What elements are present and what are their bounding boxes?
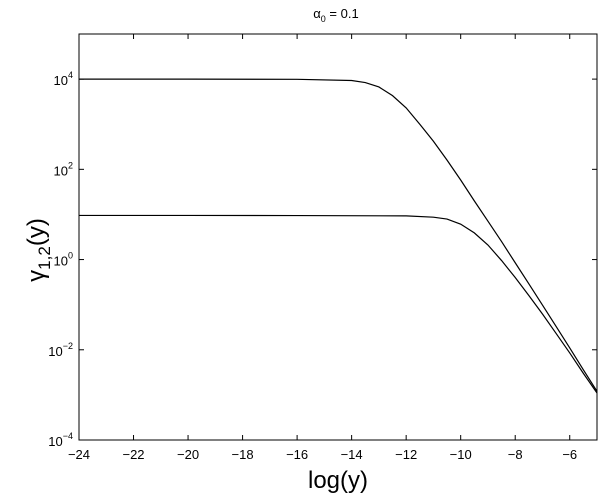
x-axis-label: log(y) [308,467,368,494]
y-axis-label-greek: γ [23,270,50,282]
x-tick-label: −16 [286,447,308,462]
x-tick-label: −18 [232,447,254,462]
y-tick-base: 10 [54,163,68,178]
y-tick-exponent: 4 [68,70,73,80]
y-tick-base: 10 [54,254,68,269]
series-layer [79,78,598,394]
y-tick-exponent: 2 [68,160,73,170]
series-line-2 [79,214,598,394]
x-tick-label: −22 [122,447,144,462]
y-tick-exponent: −2 [63,341,73,351]
chart-title-sub: 0 [321,14,326,24]
y-axis-label-rest: (y) [23,218,50,246]
chart-title-rest: = 0.1 [326,6,359,21]
y-tick-exponent: 0 [68,251,73,261]
y-tick-base: 10 [48,434,62,449]
x-tick-label: −20 [177,447,199,462]
y-tick-label: 104 [54,70,73,88]
chart-title: α0 = 0.1 [313,6,358,24]
x-tick-label: −24 [68,447,90,462]
y-axis-label-sub: 1,2 [35,246,54,270]
x-tick-label: −14 [341,447,363,462]
y-tick-exponent: −4 [63,431,73,441]
y-tick-label: 10−4 [48,431,73,449]
plot-frame [78,33,598,441]
x-tick-label: −6 [562,447,577,462]
chart-title-greek: α [313,6,321,21]
x-tick-label: −12 [395,447,417,462]
y-tick-label: 102 [54,160,73,178]
series-line-1 [79,78,598,392]
y-tick-base: 10 [48,344,62,359]
y-tick-label: 100 [54,251,73,269]
x-tick-label: −8 [508,447,523,462]
x-axis-ticks: −24 −22 −20 −18 −16 −14 −12 −10 −8 −6 [68,34,577,462]
y-tick-base: 10 [54,73,68,88]
y-axis-label: γ1,2(y) [23,218,54,282]
y-tick-label: 10−2 [48,341,73,359]
x-tick-label: −10 [450,447,472,462]
